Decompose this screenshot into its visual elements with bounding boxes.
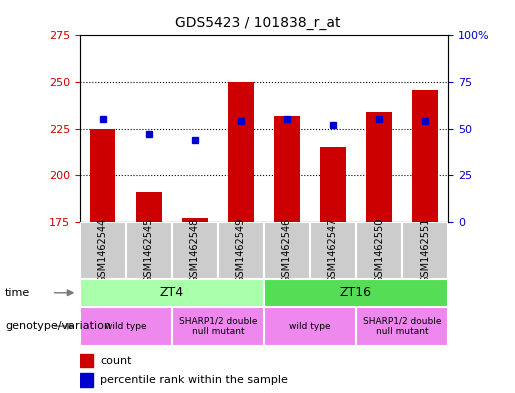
Bar [264, 222, 310, 279]
Text: GDS5423 / 101838_r_at: GDS5423 / 101838_r_at [175, 16, 340, 30]
Text: GSM1462546: GSM1462546 [282, 218, 292, 283]
Text: GSM1462547: GSM1462547 [328, 218, 338, 283]
Bar [80, 373, 93, 387]
Text: count: count [100, 356, 131, 366]
Text: wild type: wild type [289, 322, 331, 331]
Text: GSM1462544: GSM1462544 [98, 218, 108, 283]
Text: GSM1462548: GSM1462548 [190, 218, 200, 283]
Bar [80, 279, 264, 307]
Text: SHARP1/2 double
null mutant: SHARP1/2 double null mutant [179, 316, 257, 336]
Bar [356, 307, 448, 346]
Text: GSM1462551: GSM1462551 [420, 218, 430, 283]
Text: percentile rank within the sample: percentile rank within the sample [100, 375, 288, 386]
Text: GSM1462545: GSM1462545 [144, 218, 154, 283]
Bar [320, 147, 346, 222]
Bar [80, 222, 126, 279]
Bar [402, 222, 448, 279]
Bar [172, 307, 264, 346]
Bar [126, 222, 172, 279]
Text: GSM1462549: GSM1462549 [236, 218, 246, 283]
Text: wild type: wild type [105, 322, 147, 331]
Bar [80, 354, 93, 367]
Bar [413, 90, 438, 222]
Text: genotype/variation: genotype/variation [5, 321, 111, 331]
Text: GSM1462550: GSM1462550 [374, 218, 384, 283]
Bar [228, 82, 253, 222]
Text: SHARP1/2 double
null mutant: SHARP1/2 double null mutant [363, 316, 441, 336]
Bar [356, 222, 402, 279]
Bar [264, 279, 448, 307]
Bar [172, 222, 218, 279]
Bar [182, 218, 208, 222]
Bar [218, 222, 264, 279]
Text: ZT16: ZT16 [340, 286, 372, 299]
Bar [264, 307, 356, 346]
Text: time: time [5, 288, 30, 298]
Text: ZT4: ZT4 [160, 286, 184, 299]
Bar [366, 112, 392, 222]
Bar [90, 129, 115, 222]
Bar [274, 116, 300, 222]
Bar [136, 192, 162, 222]
Bar [80, 307, 172, 346]
Bar [310, 222, 356, 279]
